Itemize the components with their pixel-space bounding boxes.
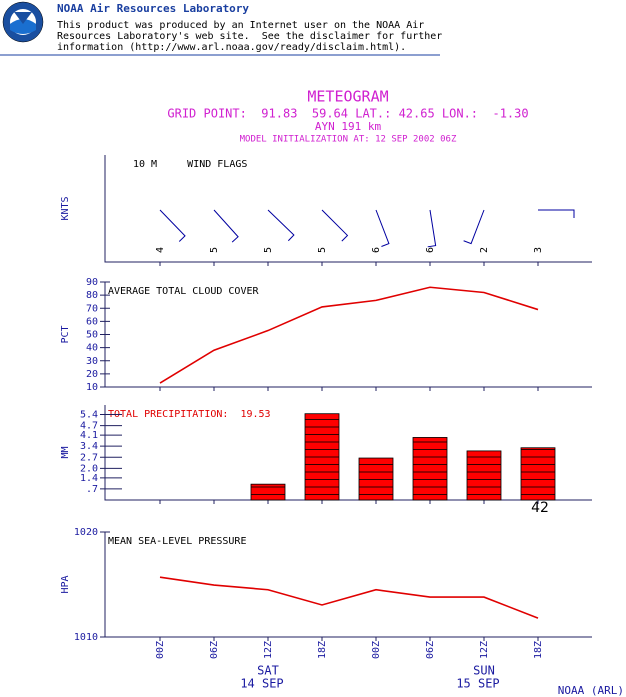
date-label: 14 SEP <box>240 677 283 691</box>
panel-title: TOTAL PRECIPITATION: 19.53 <box>108 409 271 420</box>
x-tick-label: 18Z <box>317 641 328 659</box>
day-label: SUN <box>473 664 495 678</box>
y-tick-label: 50 <box>86 330 98 341</box>
y-tick-label: 90 <box>86 277 98 288</box>
wind-barb <box>267 209 295 242</box>
wind-speed-label: 3 <box>533 247 544 253</box>
y-tick-label: 1010 <box>74 632 98 643</box>
y-tick-label: 70 <box>86 303 98 314</box>
y-tick-label: 4.1 <box>80 430 98 441</box>
bar <box>412 437 448 501</box>
noaa-logo <box>2 1 44 43</box>
x-tick-label: 12Z <box>263 641 274 659</box>
wind-speed-label: 4 <box>155 247 166 253</box>
y-axis-label: HPA <box>60 575 71 593</box>
y-tick-label: 20 <box>86 369 98 380</box>
y-tick-label: 1.4 <box>80 473 98 484</box>
wind-barb <box>538 209 575 218</box>
panel-title: AVERAGE TOTAL CLOUD COVER <box>108 286 259 297</box>
wind-speed-label: 5 <box>209 247 220 253</box>
meteogram-title: METEOGRAM <box>307 88 388 106</box>
wind-barb <box>427 209 437 248</box>
y-axis-label: KNTS <box>60 196 71 220</box>
date-label: 15 SEP <box>456 677 499 691</box>
wind-barb <box>463 209 485 245</box>
wind-barb <box>375 209 390 247</box>
axis-frame <box>104 155 592 263</box>
y-tick-label: .7 <box>86 484 98 495</box>
y-tick-label: 5.4 <box>80 410 98 421</box>
y-tick-label: 3.4 <box>80 441 98 452</box>
x-tick-label: 18Z <box>533 641 544 659</box>
y-tick-label: 60 <box>86 316 98 327</box>
y-tick-label: 2.0 <box>80 463 98 474</box>
x-tick-label: 12Z <box>479 641 490 659</box>
axis-frame <box>104 532 592 638</box>
day-label: SAT <box>257 664 279 678</box>
panel-title: 10 M WIND FLAGS <box>133 159 247 170</box>
header-title: NOAA Air Resources Laboratory <box>57 2 249 15</box>
bar <box>358 457 394 501</box>
x-tick-label: 06Z <box>425 641 436 659</box>
x-tick-label: 00Z <box>155 641 166 659</box>
disclaimer-line: This product was produced by an Internet… <box>57 20 424 31</box>
y-axis-label: PCT <box>60 325 71 343</box>
bar <box>250 483 286 501</box>
disclaimer-line: information (http://www.arl.noaa.gov/rea… <box>57 42 406 53</box>
wind-barb <box>321 209 349 242</box>
wind-speed-label: 2 <box>479 247 490 253</box>
data-line <box>159 576 539 619</box>
location: AYN 191 km <box>315 120 382 133</box>
wind-speed-label: 5 <box>317 247 328 253</box>
data-line <box>159 286 539 384</box>
wind-barb <box>159 209 186 242</box>
wind-barb <box>213 209 239 243</box>
credit: NOAA (ARL) <box>558 684 624 697</box>
y-tick-label: 30 <box>86 356 98 367</box>
wind-speed-label: 6 <box>371 247 382 253</box>
x-tick-label: 06Z <box>209 641 220 659</box>
wind-speed-label: 6 <box>425 247 436 253</box>
bar <box>304 413 340 501</box>
disclaimer-line: Resources Laboratory's web site. See the… <box>57 31 442 42</box>
y-tick-label: 40 <box>86 343 98 354</box>
y-tick-label: 10 <box>86 382 98 393</box>
y-tick-label: 4.7 <box>80 421 98 432</box>
x-tick-label: 00Z <box>371 641 382 659</box>
panel-title: MEAN SEA-LEVEL PRESSURE <box>108 536 246 547</box>
bar <box>466 450 502 501</box>
wind-speed-label: 5 <box>263 247 274 253</box>
y-tick-label: 80 <box>86 290 98 301</box>
annotation: 42 <box>531 500 549 516</box>
bar <box>520 447 556 501</box>
y-tick-label: 2.7 <box>80 452 98 463</box>
y-axis-label: MM <box>60 446 71 458</box>
initialization: MODEL INITIALIZATION AT: 12 SEP 2002 06Z <box>240 135 457 145</box>
grid-point: GRID POINT: 91.83 59.64 LAT.: 42.65 LON.… <box>167 107 528 121</box>
y-tick-label: 1020 <box>74 527 98 538</box>
